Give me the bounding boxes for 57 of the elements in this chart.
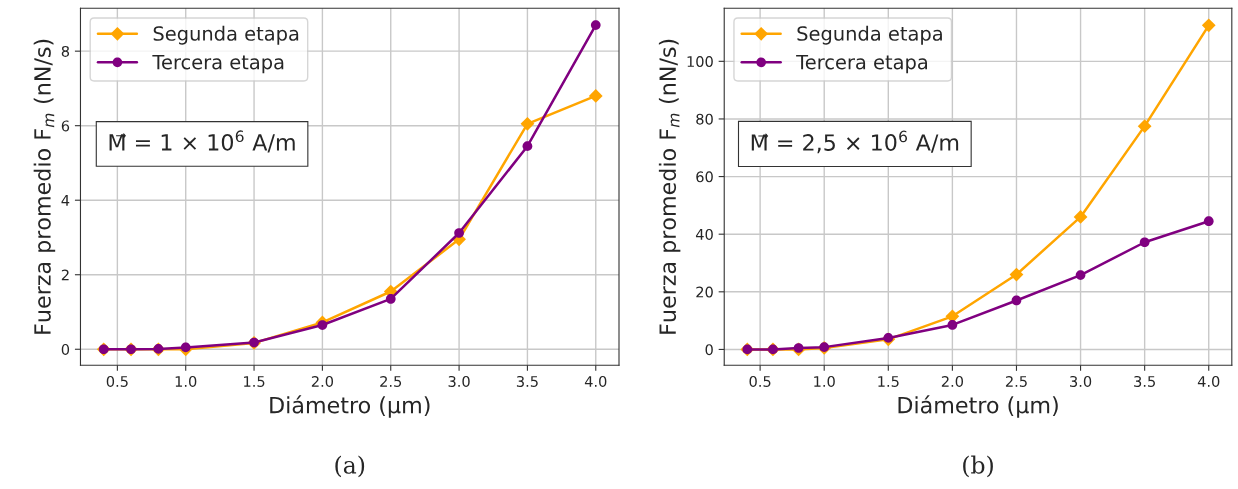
y-tick-label: 60 bbox=[696, 171, 713, 183]
x-tick-label: 2.5 bbox=[380, 375, 402, 387]
annotation: M⃗ = 2,5 × 10$^{6}$ A/m bbox=[751, 130, 959, 154]
point bbox=[883, 333, 894, 343]
x-tick-label: 4.0 bbox=[1197, 375, 1220, 387]
x-tick-label: 2.0 bbox=[311, 375, 334, 387]
point bbox=[385, 294, 396, 304]
y-tick-label: 8 bbox=[61, 45, 70, 57]
x-tick-label: 3.5 bbox=[1134, 375, 1155, 387]
legend-label: Tercera etapa bbox=[152, 54, 284, 74]
y-tick-label: 40 bbox=[695, 228, 713, 240]
point bbox=[1075, 270, 1086, 280]
point bbox=[522, 141, 533, 152]
point bbox=[1203, 216, 1214, 227]
x-tick-label: 2.5 bbox=[1005, 375, 1027, 387]
x-tick-label: 0.5 bbox=[106, 375, 128, 387]
x-tick-label: 0.5 bbox=[749, 375, 771, 387]
legend-label: Tercera etapa bbox=[796, 54, 928, 74]
y-tick-label: 4 bbox=[61, 195, 70, 206]
point bbox=[180, 342, 191, 353]
x-tick-label: 1.5 bbox=[878, 376, 899, 387]
legend-label: Segunda etapa bbox=[797, 25, 942, 45]
y-axis-title: Fuerza promedio F$_{m}$ (nN/s) bbox=[33, 39, 56, 334]
y-tick-label: 0 bbox=[61, 343, 70, 356]
y-tick-label: 100 bbox=[687, 56, 713, 68]
x-tick-label: 3.0 bbox=[1070, 375, 1092, 387]
point bbox=[317, 320, 328, 330]
y-tick-label: 6 bbox=[61, 120, 70, 132]
text: (b) bbox=[963, 455, 993, 478]
point bbox=[1137, 119, 1152, 134]
y-tick-label: 20 bbox=[696, 286, 713, 298]
point bbox=[1201, 18, 1216, 33]
x-axis-title: Diámetro (μm) bbox=[270, 395, 430, 418]
point bbox=[1073, 210, 1088, 224]
point bbox=[590, 20, 601, 30]
x-tick-label: 3.0 bbox=[448, 375, 470, 387]
point bbox=[793, 343, 804, 353]
y-tick-label: 0 bbox=[705, 344, 713, 356]
x-tick-label: 1.0 bbox=[814, 375, 835, 387]
point bbox=[1011, 295, 1022, 306]
x-axis-title: Diámetro (μm) bbox=[898, 395, 1058, 418]
y-tick-label: 80 bbox=[696, 113, 713, 125]
point bbox=[1139, 237, 1150, 248]
x-tick-label: 1.0 bbox=[175, 375, 197, 387]
x-tick-label: 4.0 bbox=[584, 375, 607, 387]
x-tick-label: 1.5 bbox=[244, 376, 265, 387]
point bbox=[454, 228, 464, 238]
point bbox=[947, 320, 958, 330]
point bbox=[520, 116, 535, 131]
text: (a) bbox=[335, 455, 365, 478]
y-axis-title: Fuerza promedio F$_{m}$ (nN/s) bbox=[658, 39, 681, 334]
point bbox=[588, 89, 603, 103]
x-tick-label: 2.0 bbox=[941, 375, 964, 387]
annotation: M⃗ = 1 × 10$^{6}$ A/m bbox=[109, 130, 295, 153]
y-tick-label: 2 bbox=[61, 269, 69, 281]
legend-label: Segunda etapa bbox=[153, 25, 299, 45]
x-tick-label: 3.5 bbox=[516, 375, 538, 387]
